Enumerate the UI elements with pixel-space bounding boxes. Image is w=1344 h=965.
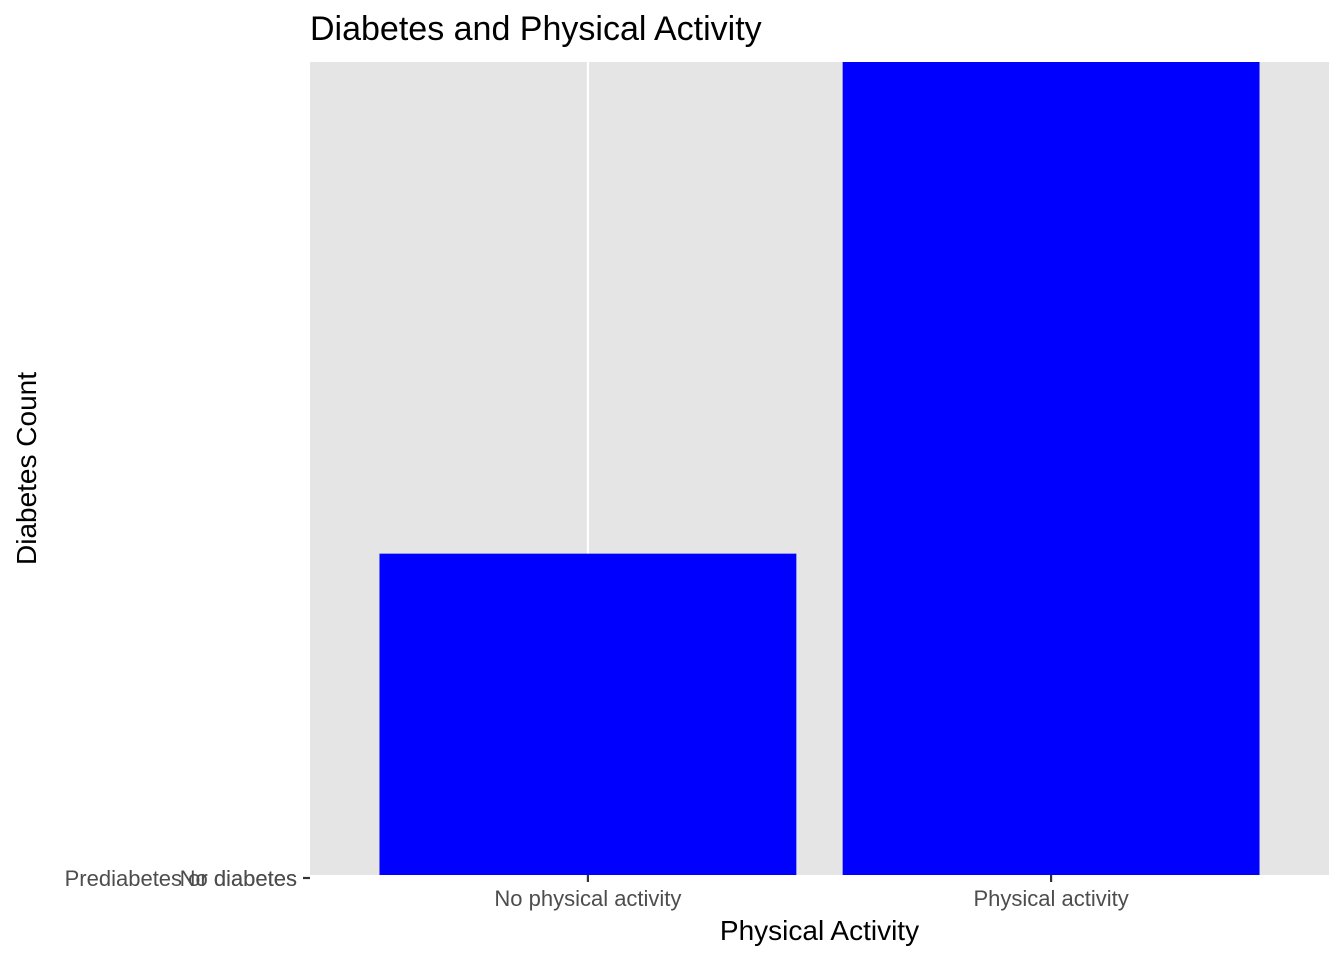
x-axis-ticks: No physical activity Physical activity (494, 875, 1129, 911)
y-tick-label: Prediabetes or diabetes (65, 866, 297, 891)
x-tick-label: No physical activity (494, 886, 681, 911)
x-tick-label: Physical activity (973, 886, 1128, 911)
bars (379, 62, 1260, 875)
x-axis-label: Physical Activity (720, 915, 919, 946)
chart-title: Diabetes and Physical Activity (310, 10, 762, 48)
y-tick-label: No diabetes (180, 866, 297, 891)
y-axis-label: Diabetes Count (11, 372, 42, 565)
bar (379, 553, 797, 875)
bar (842, 62, 1260, 875)
